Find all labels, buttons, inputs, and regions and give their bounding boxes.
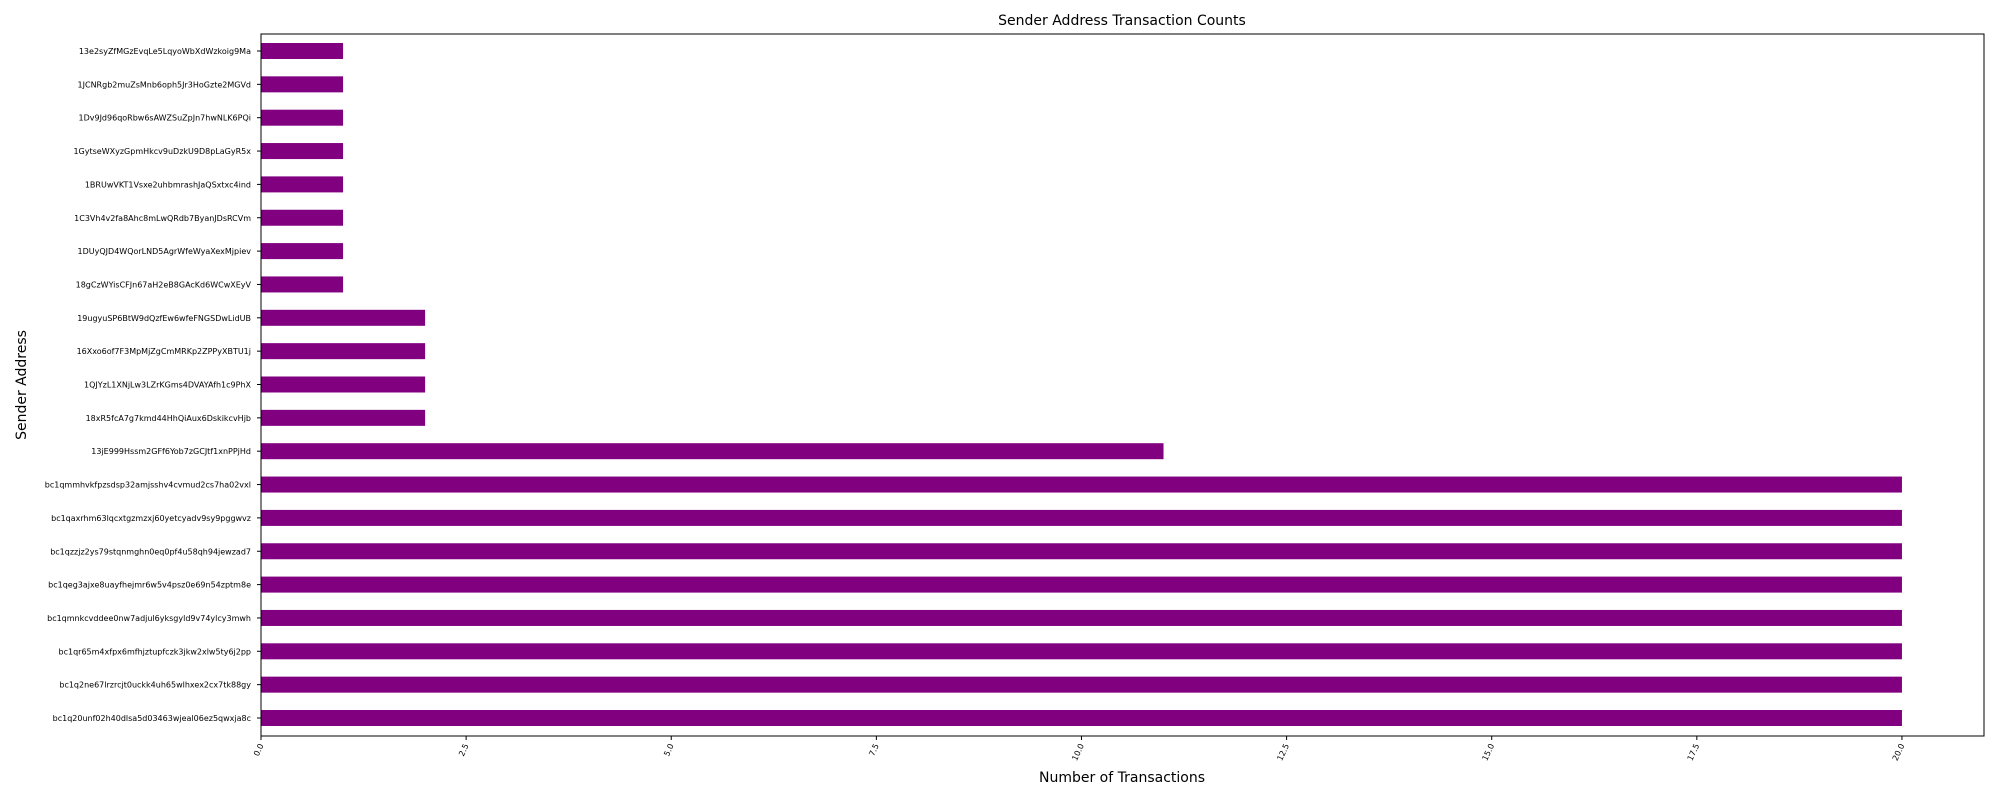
- x-tick-label: 0.0: [252, 742, 266, 757]
- bar: [261, 43, 344, 59]
- y-tick-label: 1BRUwVKT1Vsxe2uhbmrashJaQSxtxc4ind: [85, 180, 251, 189]
- x-tick-label: 12.5: [1275, 742, 1291, 762]
- y-axis-ticks: 13e2syZfMGzEvqLe5LqyoWbXdWzkoig9Ma 1JCNRg…: [45, 47, 261, 723]
- x-tick-label: 2.5: [457, 742, 471, 757]
- bars-group: [261, 43, 1902, 726]
- bar: [261, 443, 1164, 460]
- bar: [261, 109, 344, 126]
- plot-frame: [260, 33, 1985, 737]
- bar: [261, 710, 1902, 726]
- bar: [261, 143, 344, 160]
- x-tick-label: 5.0: [662, 742, 676, 757]
- x-tick-label: 20.0: [1891, 742, 1907, 762]
- y-tick-label: bc1qzzjz2ys79stqnmghn0eq0pf4u58qh94jewza…: [50, 547, 251, 556]
- y-tick-label: 13e2syZfMGzEvqLe5LqyoWbXdWzkoig9Ma: [79, 47, 251, 56]
- bar: [261, 309, 426, 326]
- x-tick-label: 10.0: [1070, 742, 1086, 762]
- bar: [261, 76, 344, 93]
- bar: [261, 409, 426, 426]
- y-tick-label: 1JCNRgb2muZsMnb6oph5Jr3HoGzte2MGVd: [78, 80, 251, 89]
- y-tick-label: 18xR5fcA7g7kmd44HhQiAux6DskikcvHjb: [86, 414, 251, 423]
- y-tick-label: 1Dv9Jd96qoRbw6sAWZSuZpJn7hwNLK6PQi: [79, 114, 252, 123]
- bar: [261, 343, 426, 360]
- chart-title: Sender Address Transaction Counts: [998, 13, 1246, 29]
- bar: [261, 243, 344, 260]
- y-tick-label: bc1q2ne67lrzrcjt0uckk4uh65wlhxex2cx7tk88…: [59, 681, 251, 690]
- bar: [261, 643, 1902, 660]
- y-tick-label: bc1qr65m4xfpx6mfhjztupfczk3jkw2xlw5ty6j2…: [59, 647, 251, 656]
- y-tick-label: bc1q20unf02h40dlsa5d03463wjeal06ez5qwxja…: [53, 714, 251, 723]
- y-tick-label: bc1qaxrhm63lqcxtgzmzxj60yetcyadv9sy9pggw…: [51, 514, 251, 523]
- bar: [261, 209, 344, 226]
- bar: [261, 476, 1902, 493]
- bar: [261, 176, 344, 193]
- y-tick-label: bc1qmnkcvddee0nw7adjul6yksgyld9v74ylcy3m…: [47, 614, 251, 623]
- x-tick-label: 15.0: [1481, 742, 1497, 762]
- bar: [261, 676, 1902, 693]
- x-tick-label: 7.5: [867, 742, 881, 757]
- y-tick-label: 1QJYzL1XNjLw3LZrKGms4DVAYAfh1c9PhX: [84, 381, 252, 390]
- x-tick-label: 17.5: [1686, 742, 1702, 762]
- y-tick-label: bc1qmmhvkfpzsdsp32amjsshv4cvmud2cs7ha02v…: [45, 481, 251, 490]
- bar: [261, 543, 1902, 560]
- y-tick-label: 18gCzWYisCFJn67aH2eB8GAcKd6WCwXEyV: [76, 280, 252, 289]
- y-tick-label: 1DUyQJD4WQorLND5AgrWfeWyaXexMjpiev: [78, 247, 252, 256]
- bar: [261, 276, 344, 293]
- bar: [261, 576, 1902, 593]
- y-tick-label: 16Xxo6of7F3MpMjZgCmMRKp2ZPPyXBTU1j: [77, 347, 251, 356]
- x-axis-ticks: 0.0 2.5 5.0 7.5 10.0 12.5 15.0 17.5 20.0: [252, 736, 1906, 762]
- y-tick-label: 1C3Vh4v2fa8Ahc8mLwQRdb7ByanJDsRCVm: [74, 214, 251, 223]
- x-axis-title: Number of Transactions: [1039, 770, 1205, 786]
- bar: [261, 609, 1902, 626]
- y-tick-label: 13jE999Hssm2GFf6Yob7zGCJtf1xnPPjHd: [91, 447, 251, 456]
- y-tick-label: bc1qeg3ajxe8uayfhejmr6w5v4psz0e69n54zptm…: [48, 581, 251, 590]
- y-axis-title: Sender Address: [14, 330, 30, 440]
- bar: [261, 376, 426, 393]
- y-tick-label: 19ugyuSP6BtW9dQzfEw6wfeFNGSDwLidUB: [77, 314, 251, 323]
- bar: [261, 509, 1902, 526]
- y-tick-label: 1GytseWXyzGpmHkcv9uDzkU9D8pLaGyR5x: [73, 147, 251, 156]
